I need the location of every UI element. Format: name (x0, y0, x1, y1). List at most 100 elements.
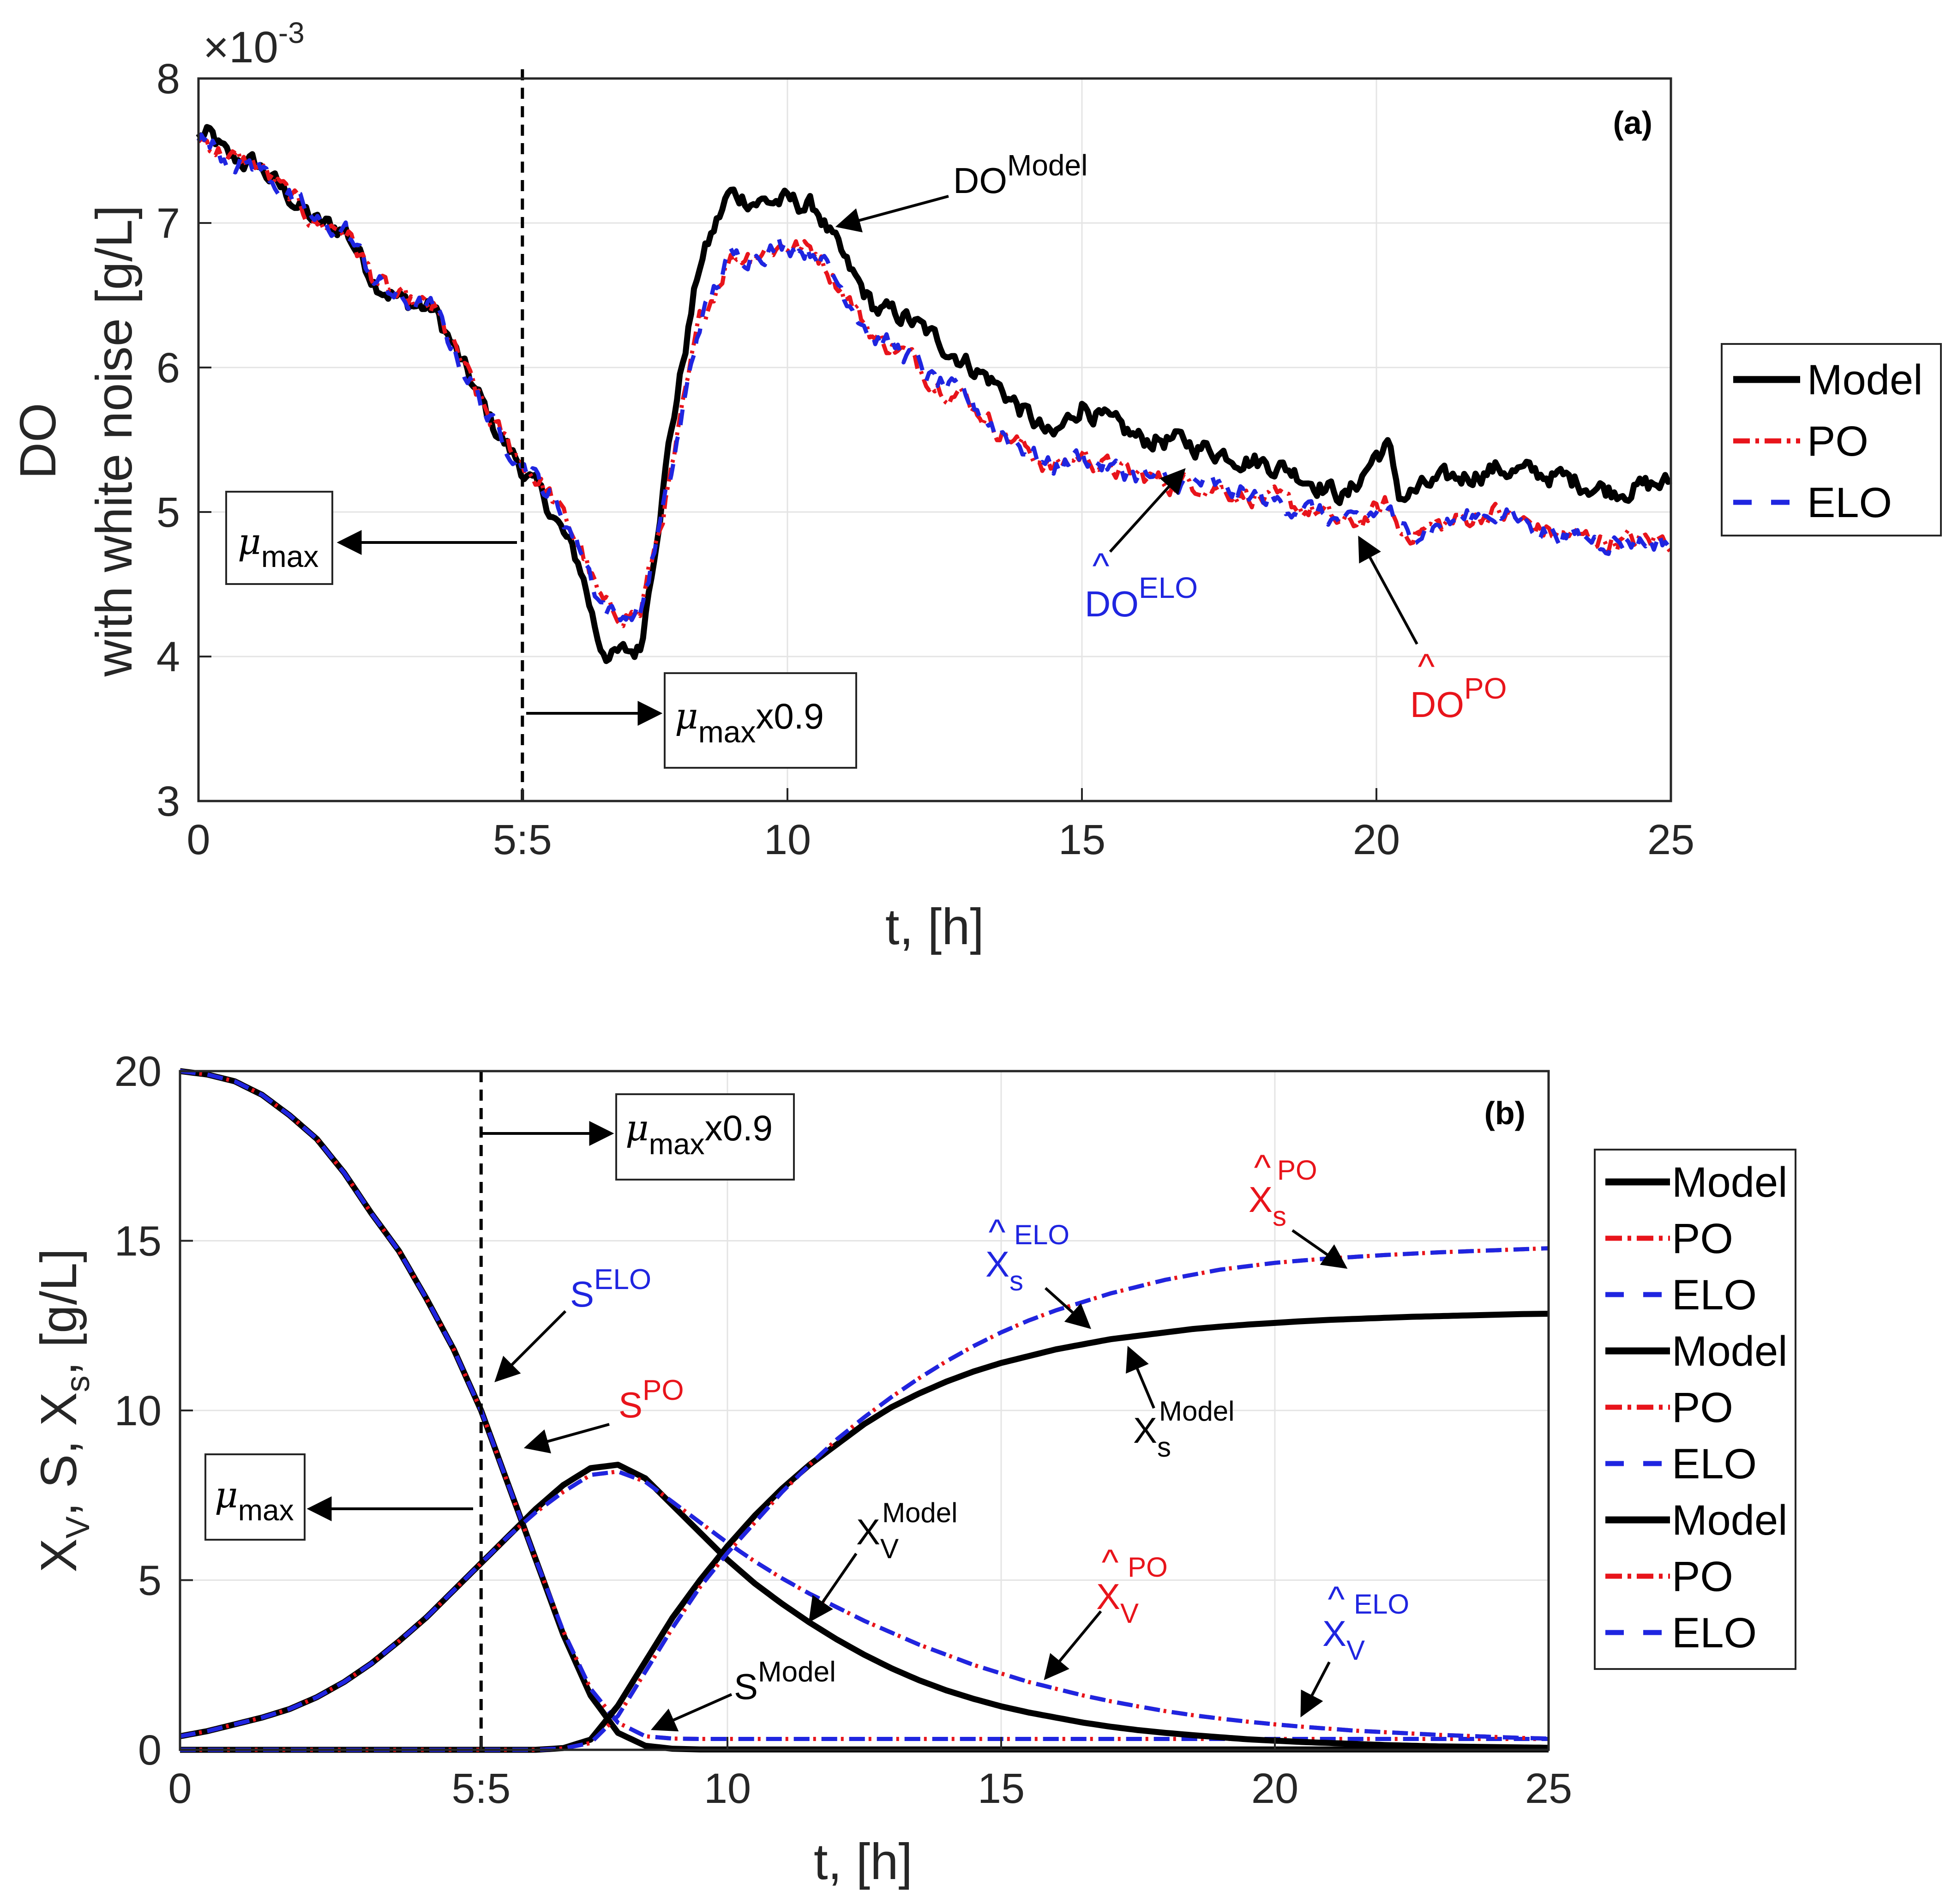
legend-label-elo: ELO (1807, 479, 1892, 526)
chart-a-exponent: ×10-3 (203, 16, 305, 72)
chart-a-do-po-label: DOPO (1410, 672, 1507, 725)
y-tick-label: 0 (138, 1727, 162, 1774)
chart-a-legend: Model PO ELO (1721, 343, 1942, 536)
legend-label-po: PO (1672, 1553, 1733, 1600)
chart-b-xv-model-label: XVModel (856, 1497, 957, 1564)
x-tick-label: 10 (764, 816, 811, 863)
x-tick-label: 25 (1525, 1765, 1572, 1812)
legend-label-model: Model (1807, 356, 1923, 404)
chart-a-do-po-hat: ^ (1418, 646, 1435, 687)
chart-b-mu-max-09-box (615, 1093, 795, 1181)
series-line-model (196, 124, 1672, 664)
chart-a-mu-max-box (225, 491, 333, 585)
chart-a-mu-max-label: μmax (238, 521, 318, 573)
chart-a-grid (198, 78, 1671, 801)
chart-a-xlabel: t, [h] (885, 898, 984, 955)
chart-b-s-model-label: SModel (734, 1656, 836, 1707)
legend-label-po: PO (1672, 1384, 1733, 1431)
chart-a-do-model-label: DOModel (953, 149, 1087, 201)
series-line-xv-elo (180, 1469, 1549, 1741)
chart-a-do-elo-arrow (1109, 468, 1186, 553)
chart-b-xs-po-hat: ^ (1254, 1147, 1271, 1187)
chart-b-xv-model-arrow (808, 1553, 858, 1623)
chart-b-xlabel: t, [h] (814, 1833, 913, 1890)
chart-b-xs-elo-label: XsELO (985, 1219, 1069, 1296)
x-tick-label: 0 (168, 1765, 192, 1812)
x-tick-label: 5:5 (493, 816, 552, 863)
y-tick-label: 5 (138, 1557, 162, 1604)
series-line-elo (196, 133, 1673, 622)
y-tick-label: 15 (114, 1218, 162, 1265)
legend-label-model: Model (1672, 1497, 1788, 1544)
chart-b: 0 5:5 10 15 20 25 0 5 10 15 20 (b) XV, S, Xs, [g/L… (30, 1048, 1796, 1890)
chart-b-xv-po-arrow (1044, 1610, 1102, 1681)
chart-a-do-po-arrow (1358, 536, 1418, 645)
series-line-po (197, 137, 1673, 628)
x-tick-label: 5:5 (451, 1765, 511, 1812)
chart-a-ylabel-line2: with white noise [g/L] (86, 205, 143, 677)
series-line-s-elo (180, 1069, 1549, 1741)
x-tick-label: 10 (704, 1765, 751, 1812)
chart-b-xv-elo-label: XVELO (1322, 1589, 1409, 1666)
chart-a-do-model-arrow (835, 195, 949, 233)
legend-label-po: PO (1672, 1215, 1733, 1262)
y-tick-label: 10 (114, 1387, 162, 1434)
x-tick-label: 0 (186, 816, 210, 863)
chart-b-xs-po-arrow (1291, 1229, 1348, 1269)
chart-a: 0 5:5 10 15 20 25 3 4 5 6 7 8 (a) ×10-3 DO with whi… (10, 16, 1942, 955)
y-tick-label: 20 (114, 1048, 162, 1095)
legend-label-model: Model (1672, 1328, 1788, 1375)
chart-b-legend: Model PO ELO Model PO ELO Model PO ELO (1594, 1149, 1796, 1670)
chart-b-mu-max-label: μmax (215, 1475, 294, 1527)
chart-a-frame (197, 77, 1672, 802)
y-tick-label: 4 (156, 633, 180, 681)
chart-b-s-model-arrow (651, 1693, 733, 1732)
chart-b-ticks: 0 5:5 10 15 20 25 0 5 10 15 20 (114, 1048, 1573, 1812)
chart-b-s-po-arrow (523, 1423, 610, 1454)
x-tick-label: 20 (1353, 816, 1400, 863)
x-tick-label: 15 (978, 1765, 1025, 1812)
x-tick-label: 15 (1058, 816, 1105, 863)
series-line-xs-po (180, 1246, 1549, 1752)
x-tick-label: 25 (1647, 816, 1694, 863)
chart-b-s-po-label: SPO (619, 1374, 684, 1425)
legend-label-model: Model (1672, 1159, 1788, 1206)
chart-a-panel-label: (a) (1613, 105, 1652, 141)
chart-a-series (196, 124, 1673, 664)
chart-a-do-elo-label: DOELO (1085, 571, 1198, 624)
chart-b-mu-max-box (204, 1453, 306, 1541)
chart-b-xv-elo-arrow (1300, 1661, 1331, 1717)
x-tick-label: 20 (1251, 1765, 1298, 1812)
chart-a-exponent-base: ×10 (203, 23, 278, 72)
chart-b-xv-elo-hat: ^ (1328, 1579, 1345, 1619)
chart-a-mu-max-09-label: μmaxx0.9 (675, 696, 824, 749)
chart-b-xs-elo-arrow (1044, 1287, 1092, 1329)
chart-a-ylabel-line1: DO (10, 403, 66, 479)
chart-b-mu-max-09-label: μmaxx0.9 (625, 1108, 773, 1161)
chart-a-ticks: 0 5:5 10 15 20 25 3 4 5 6 7 8 (156, 55, 1694, 863)
chart-b-grid (180, 1071, 1549, 1750)
y-tick-label: 7 (156, 200, 180, 247)
y-tick-label: 3 (156, 778, 180, 825)
chart-b-s-elo-arrow (494, 1310, 567, 1382)
legend-label-elo: ELO (1672, 1609, 1757, 1657)
chart-b-panel-label: (b) (1484, 1095, 1526, 1131)
legend-label-elo: ELO (1672, 1271, 1757, 1319)
chart-b-xs-po-label: XsPO (1249, 1155, 1317, 1232)
chart-b-xs-model-arrow (1126, 1346, 1155, 1409)
chart-a-do-elo-hat: ^ (1093, 545, 1110, 586)
y-tick-label: 5 (156, 489, 180, 536)
y-tick-label: 8 (156, 55, 180, 102)
legend-label-elo: ELO (1672, 1440, 1757, 1488)
chart-a-mu-max-09-box (664, 672, 857, 769)
chart-b-ylabel: XV, S, Xs, [g/L] (30, 1248, 96, 1573)
chart-a-exponent-power: -3 (278, 16, 305, 49)
chart-b-xv-po-label: XVPO (1096, 1552, 1168, 1629)
chart-b-xs-model-label: XsModel (1133, 1396, 1234, 1463)
y-tick-label: 6 (156, 344, 180, 392)
chart-b-s-elo-label: SELO (570, 1264, 651, 1314)
chart-b-xv-po-hat: ^ (1102, 1542, 1119, 1582)
series-line-xs-elo (180, 1246, 1549, 1752)
chart-b-xs-elo-hat: ^ (989, 1211, 1006, 1252)
